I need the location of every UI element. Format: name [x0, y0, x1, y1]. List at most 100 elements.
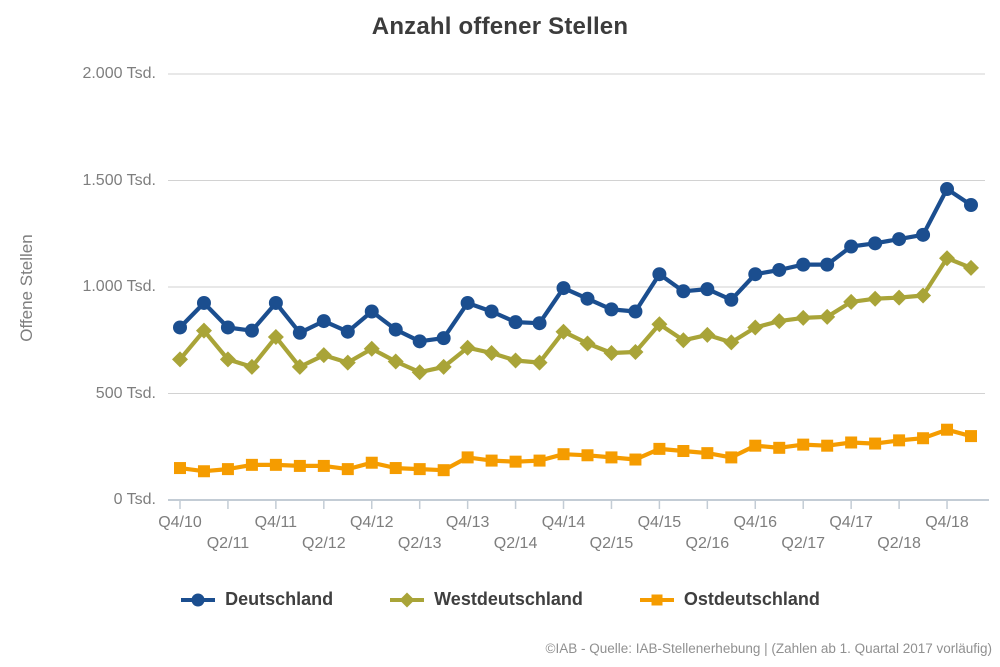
data-point-square	[174, 462, 186, 475]
data-point-diamond	[411, 364, 428, 381]
data-point-square	[509, 455, 522, 468]
data-point-circle	[388, 322, 403, 337]
data-point-square	[725, 451, 738, 464]
data-point-square	[797, 438, 810, 451]
y-tick-label: 500 Tsd.	[95, 384, 156, 402]
data-point-square	[605, 451, 618, 464]
data-point-circle	[436, 331, 451, 346]
data-point-diamond	[699, 326, 716, 343]
data-point-diamond	[651, 316, 668, 333]
data-point-diamond	[675, 332, 692, 349]
data-point-square	[581, 449, 594, 462]
data-point-circle	[580, 291, 595, 306]
data-point-square	[701, 447, 714, 460]
legend-label: Westdeutschland	[434, 589, 583, 609]
x-tick-label: Q4/16	[733, 514, 778, 531]
legend-item-deutschland: Deutschland	[180, 589, 333, 610]
x-tick-label: Q4/15	[637, 514, 682, 531]
data-point-circle	[844, 239, 859, 254]
data-point-square	[437, 464, 450, 477]
data-point-square	[749, 439, 762, 452]
data-point-diamond	[172, 351, 188, 368]
data-point-circle	[652, 267, 667, 282]
data-point-circle	[700, 282, 715, 297]
legend-label: Deutschland	[225, 589, 334, 609]
data-point-square	[893, 434, 906, 447]
x-tick-label: Q4/12	[349, 514, 394, 531]
data-point-circle	[532, 316, 547, 331]
data-point-circle	[173, 320, 187, 335]
data-point-square	[221, 463, 234, 476]
data-point-circle	[316, 314, 331, 329]
data-point-square	[845, 436, 858, 449]
data-point-diamond	[219, 351, 236, 368]
x-tick-label: Q2/12	[302, 535, 346, 552]
x-tick-label: Q2/15	[589, 535, 634, 552]
data-point-square	[365, 456, 378, 469]
data-point-diamond	[315, 347, 332, 364]
data-point-circle	[676, 284, 691, 299]
data-point-square	[869, 437, 882, 450]
data-point-square	[773, 441, 786, 454]
x-tick-label: Q2/18	[877, 535, 921, 552]
data-point-diamond	[723, 334, 740, 351]
x-tick-label: Q2/16	[685, 535, 730, 552]
data-point-circle	[340, 324, 355, 339]
series-line-deutschland	[178, 186, 973, 344]
x-tick-label: Q4/11	[254, 514, 298, 531]
square-marker-icon	[639, 594, 674, 605]
data-point-circle	[460, 295, 475, 310]
x-tick-label: Q2/13	[397, 535, 442, 552]
data-point-circle	[772, 262, 787, 277]
data-point-diamond	[387, 353, 404, 370]
data-point-diamond	[771, 313, 788, 330]
data-point-circle	[868, 236, 883, 251]
data-point-square	[341, 463, 354, 476]
data-point-diamond	[435, 358, 452, 375]
data-point-square	[557, 448, 570, 461]
y-tick-label: 1.000 Tsd.	[82, 278, 156, 295]
data-point-diamond	[891, 289, 908, 306]
data-point-square	[389, 462, 402, 475]
x-tick-label: Q4/10	[158, 514, 202, 531]
data-point-diamond	[603, 345, 620, 362]
data-point-diamond	[339, 354, 356, 371]
data-point-circle	[268, 295, 283, 310]
data-point-square	[485, 454, 498, 467]
x-tick-label: Q4/14	[541, 514, 586, 531]
data-point-circle	[292, 325, 307, 340]
data-point-square	[917, 432, 930, 445]
data-point-diamond	[363, 340, 380, 357]
data-point-square	[317, 459, 330, 472]
data-point-square	[533, 454, 546, 467]
chart-title: Anzahl offener Stellen	[371, 13, 629, 40]
data-point-diamond	[843, 293, 860, 310]
legend-label: Ostdeutschland	[683, 589, 820, 609]
data-point-diamond	[819, 308, 836, 325]
data-point-circle	[964, 197, 978, 212]
data-point-diamond	[267, 329, 284, 346]
data-point-diamond	[195, 322, 212, 339]
circle-marker-icon	[181, 593, 216, 606]
data-point-circle	[940, 182, 955, 197]
data-point-circle	[191, 593, 205, 606]
y-tick-label: 1.500 Tsd.	[82, 171, 156, 189]
y-tick-label: 0 Tsd.	[113, 491, 156, 508]
data-point-square	[413, 463, 426, 476]
data-point-circle	[364, 304, 379, 319]
data-point-square	[293, 459, 306, 472]
diamond-marker-icon	[390, 592, 425, 607]
legend: Deutschland Westdeutschland Ostdeutschland	[0, 589, 1000, 610]
data-point-diamond	[939, 250, 956, 267]
x-tick-label: Q2/14	[493, 535, 538, 552]
data-point-diamond	[399, 592, 415, 607]
data-point-diamond	[747, 319, 764, 336]
data-point-circle	[556, 281, 571, 296]
x-tick-label: Q4/18	[925, 514, 969, 531]
data-point-diamond	[867, 290, 884, 307]
data-point-circle	[412, 334, 427, 349]
y-tick-label: 2.000 Tsd.	[82, 65, 156, 82]
data-point-diamond	[627, 343, 644, 360]
data-point-circle	[220, 320, 235, 335]
